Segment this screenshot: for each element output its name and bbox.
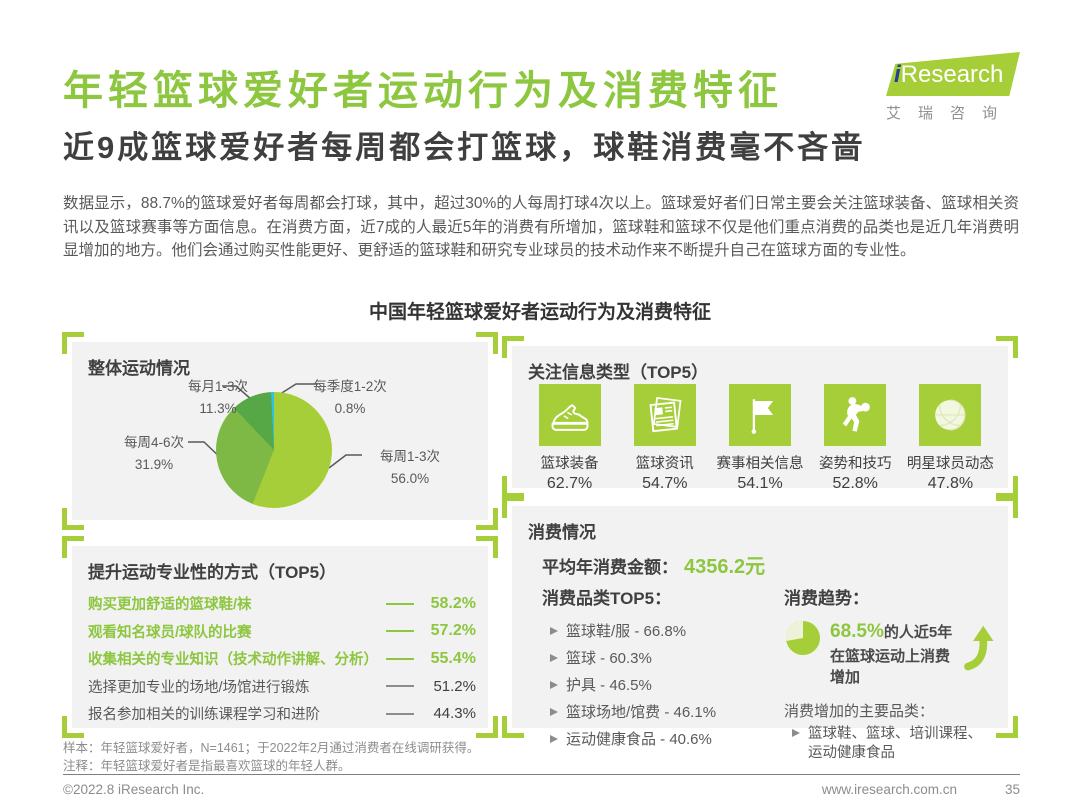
arrow-bullet-icon — [550, 707, 558, 716]
dash-connector — [386, 630, 414, 633]
player-icon — [842, 397, 871, 432]
page-title: 年轻篮球爱好者运动行为及消费特征 — [63, 69, 783, 113]
avg-spend-value: 4356.2元 — [684, 556, 766, 578]
iresearch-logo-chinese: 艾瑞咨询 — [886, 105, 1015, 122]
footnotes: 样本：年轻篮球爱好者，N=1461；于2022年2月通过消费者在线调研获得。 注… — [63, 740, 479, 775]
panel-consumption: 消费情况 平均年消费金额： 4356.2元 消费品类TOP5： 篮球鞋/服 - 6… — [502, 496, 1018, 761]
iresearch-logo-text: iResearch — [894, 61, 1004, 88]
corner-bracket — [62, 716, 84, 738]
tile-stars: 明星球员动态 47.8% — [903, 384, 998, 493]
arrow-bullet-icon — [550, 653, 558, 662]
intro-paragraph: 数据显示，88.7%的篮球爱好者每周都会打球，其中，超过30%的人每周打球4次以… — [63, 195, 1019, 260]
arrow-bullet-icon — [792, 728, 800, 737]
panel-info-types: 关注信息类型（TOP5） 篮球装备 62.7% — [502, 336, 1018, 498]
increase-label: 消费增加的主要品类： — [784, 702, 935, 720]
top5-categories: 消费品类TOP5： 篮球鞋/服 - 66.8% 篮球 - 60.3% 护具 - … — [542, 584, 774, 752]
up-arrow-icon — [964, 625, 994, 671]
corner-bracket — [996, 716, 1018, 738]
corner-bracket — [996, 496, 1018, 518]
corner-bracket — [996, 476, 1018, 498]
pie-label-week13: 每周1-3次 56.0% — [379, 449, 440, 486]
sneaker-icon — [551, 404, 589, 431]
tile-skills: 姿势和技巧 52.8% — [808, 384, 903, 493]
footer-divider — [63, 774, 1020, 775]
pie-label-quarterly: 每季度1-2次 0.8% — [313, 379, 387, 416]
corner-bracket — [62, 332, 84, 354]
list-item: 篮球场地/馆费 - 46.1% — [542, 698, 774, 725]
trend-percentage: 68.5% — [830, 621, 884, 642]
page-subtitle: 近9成篮球爱好者每周都会打篮球，球鞋消费毫不吝啬 — [63, 130, 866, 165]
panel-improve-ways: 提升运动专业性的方式（TOP5） 购买更加舒适的篮球鞋/袜 58.2% 观看知名… — [62, 536, 498, 738]
list-item: 收集相关的专业知识（技术动作讲解、分析） 55.4% — [88, 649, 476, 669]
panel-overall-activity: 整体运动情况 每月1-3次 11.3% 每季度1-2次 0.8% 每周4-6次 … — [62, 332, 498, 530]
list-item: 篮球鞋、篮球、培训课程、运动健康食品 — [784, 725, 996, 764]
panel-title: 关注信息类型（TOP5） — [528, 363, 709, 382]
corner-bracket — [996, 336, 1018, 358]
basketball-icon — [935, 399, 966, 431]
newspaper-icon — [649, 396, 682, 433]
footer-bar: ©2022.8 iResearch Inc. www.iresearch.com… — [63, 782, 1020, 797]
tile-gear: 篮球装备 62.7% — [522, 384, 617, 493]
list-item: 护具 - 46.5% — [542, 671, 774, 698]
tile-news: 篮球资讯 54.7% — [617, 384, 712, 493]
dash-connector — [386, 602, 414, 605]
sample-note: 样本：年轻篮球爱好者，N=1461；于2022年2月通过消费者在线调研获得。 — [63, 741, 480, 755]
list-item: 篮球鞋/服 - 66.8% — [542, 617, 774, 644]
copyright: ©2022.8 iResearch Inc. — [63, 782, 205, 797]
trend-statement: 68.5%的人近5年在篮球运动上消费增加 — [830, 621, 953, 686]
website-url: www.iresearch.com.cn — [821, 782, 957, 797]
panel-title: 提升运动专业性的方式（TOP5） — [88, 563, 337, 582]
ranked-list: 购买更加舒适的篮球鞋/袜 58.2% 观看知名球员/球队的比赛 57.2% 收集… — [88, 590, 476, 728]
corner-bracket — [502, 336, 524, 358]
corner-bracket — [476, 508, 498, 530]
list-item: 报名参加相关的训练课程学习和进阶 44.3% — [88, 705, 476, 724]
pie-label-monthly: 每月1-3次 11.3% — [187, 379, 248, 416]
corner-bracket — [62, 508, 84, 530]
arrow-bullet-icon — [550, 680, 558, 689]
arrow-bullet-icon — [550, 626, 558, 635]
iresearch-logo: iResearch 艾瑞咨询 — [886, 52, 1020, 123]
mini-pie-icon — [786, 621, 820, 655]
consumption-trend: 消费趋势： 68.5%的人近5年在篮球运动上消费增加 消费增加的主要品类： 篮球… — [784, 584, 996, 764]
chart-heading: 中国年轻篮球爱好者运动行为及消费特征 — [368, 302, 711, 323]
list-item: 选择更加专业的场地/场馆进行锻炼 51.2% — [88, 677, 476, 696]
corner-bracket — [476, 536, 498, 558]
corner-bracket — [502, 476, 524, 498]
tile-events: 赛事相关信息 54.1% — [712, 384, 807, 493]
dash-connector — [386, 685, 414, 688]
dash-connector — [386, 712, 414, 715]
panel-title: 整体运动情况 — [88, 359, 190, 378]
definition-note: 注释：年轻篮球爱好者是指最喜欢篮球的年轻人群。 — [63, 758, 351, 773]
activity-pie — [216, 392, 332, 508]
dash-connector — [386, 657, 414, 660]
list-item: 运动健康食品 - 40.6% — [542, 725, 774, 752]
corner-bracket — [502, 496, 524, 518]
flag-icon — [751, 399, 774, 434]
corner-bracket — [502, 716, 524, 738]
arrow-bullet-icon — [550, 734, 558, 743]
list-item: 篮球 - 60.3% — [542, 644, 774, 671]
pie-label-week46: 每周4-6次 31.9% — [123, 435, 184, 472]
list-item: 观看知名球员/球队的比赛 57.2% — [88, 622, 476, 641]
page-number: 35 — [1004, 782, 1020, 797]
corner-bracket — [476, 716, 498, 738]
avg-spend-line: 平均年消费金额： 4356.2元 — [542, 556, 766, 578]
list-item: 购买更加舒适的篮球鞋/袜 58.2% — [88, 594, 476, 614]
corner-bracket — [62, 536, 84, 558]
corner-bracket — [476, 332, 498, 354]
info-type-tiles: 篮球装备 62.7% 篮球资讯 54.7% — [522, 384, 998, 493]
panel-title: 消费情况 — [528, 523, 596, 542]
